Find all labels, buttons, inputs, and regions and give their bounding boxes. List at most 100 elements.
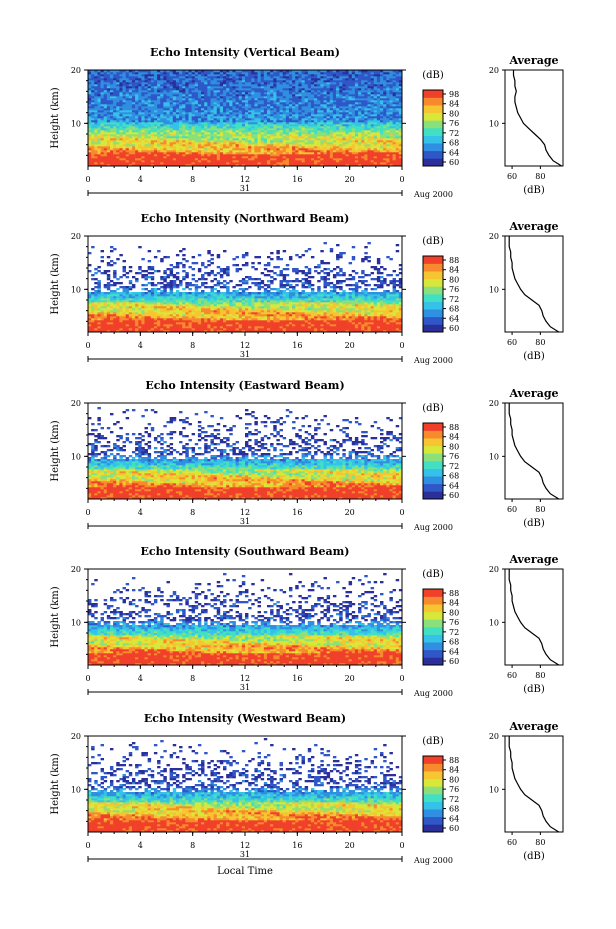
heatmap-cell (135, 102, 139, 105)
heatmap-cell (398, 76, 403, 79)
heatmap-cell (332, 120, 337, 123)
heatmap-cell (141, 130, 145, 133)
heatmap-cell (245, 112, 249, 115)
heatmap-cell (160, 134, 164, 137)
heatmap-cell (389, 80, 393, 83)
heatmap-cell (251, 128, 255, 131)
heatmap-cell (229, 138, 233, 141)
heatmap-cell (266, 108, 271, 111)
heatmap-cell (226, 100, 230, 103)
heatmap-cell (144, 138, 148, 141)
heatmap-cell (336, 132, 340, 135)
heatmap-cell (339, 152, 343, 155)
heatmap-cell (179, 70, 183, 73)
heatmap-cell (263, 132, 268, 135)
heatmap-cell (398, 72, 403, 75)
heatmap-cell (223, 128, 227, 131)
heatmap-cell (354, 162, 359, 165)
heatmap-cell (141, 86, 145, 89)
heatmap-cell (389, 96, 393, 99)
heatmap-cell (223, 110, 227, 113)
heatmap-cell (307, 84, 312, 87)
heatmap-cell (358, 126, 362, 129)
heatmap-cell (279, 128, 283, 131)
heatmap-cell (307, 164, 312, 167)
heatmap-cell (304, 102, 309, 105)
heatmap-cell (395, 108, 400, 111)
heatmap-cell (285, 88, 290, 91)
heatmap-cell (383, 94, 387, 97)
heatmap-cell (135, 74, 139, 77)
heatmap-cell (351, 142, 356, 145)
heatmap-cell (172, 76, 177, 79)
heatmap-cell (301, 118, 305, 121)
heatmap-cell (100, 76, 104, 79)
heatmap-cell (339, 156, 343, 159)
heatmap-cell (345, 158, 349, 161)
heatmap-cell (191, 150, 196, 153)
heatmap-cell (238, 158, 243, 161)
heatmap-cell (298, 122, 302, 125)
heatmap-cell (288, 104, 293, 107)
heatmap-cell (166, 162, 170, 165)
heatmap-cell (131, 144, 136, 147)
heatmap-cell (260, 106, 265, 109)
heatmap-cell (100, 70, 104, 73)
heatmap-cell (97, 164, 101, 167)
heatmap-cell (383, 112, 387, 115)
heatmap-cell (169, 152, 174, 155)
heatmap-cell (135, 90, 139, 93)
heatmap-cell (197, 160, 202, 163)
heatmap-cell (263, 126, 268, 129)
heatmap-cell (392, 74, 397, 77)
heatmap-cell (201, 80, 205, 83)
heatmap-cell (370, 128, 375, 131)
heatmap-cell (138, 152, 142, 155)
heatmap-cell (370, 92, 375, 95)
heatmap-cell (232, 132, 236, 135)
heatmap-cell (135, 88, 139, 91)
heatmap-cell (317, 122, 321, 125)
heatmap-cell (307, 122, 312, 125)
heatmap-cell (310, 76, 315, 79)
heatmap-cell (317, 128, 321, 131)
heatmap-cell (392, 72, 397, 75)
heatmap-cell (392, 156, 397, 159)
heatmap-cell (342, 150, 346, 153)
heatmap-cell (248, 156, 252, 159)
heatmap-cell (125, 138, 130, 141)
heatmap-cell (210, 94, 214, 97)
heatmap-cell (389, 156, 393, 159)
heatmap-cell (160, 106, 164, 109)
heatmap-cell (109, 128, 114, 131)
heatmap-cell (219, 154, 224, 157)
heatmap-cell (169, 90, 174, 93)
heatmap-cell (332, 156, 337, 159)
heatmap-cell (276, 144, 280, 147)
heatmap-cell (260, 142, 265, 145)
heatmap-cell (292, 124, 296, 127)
colorbar-tick-label: 60 (449, 158, 459, 167)
heatmap-cell (361, 126, 365, 129)
heatmap-cell (279, 74, 283, 77)
heatmap-cell (389, 140, 393, 143)
heatmap-cell (348, 132, 353, 135)
heatmap-cell (364, 142, 368, 145)
heatmap-cell (204, 160, 208, 163)
heatmap-cell (257, 84, 261, 87)
colorbar-segment (423, 105, 443, 114)
heatmap-cell (273, 136, 277, 139)
heatmap-cell (392, 128, 397, 131)
heatmap-cell (370, 140, 375, 143)
heatmap-cell (254, 134, 258, 137)
heatmap-cell (339, 124, 343, 127)
heatmap-cell (380, 124, 384, 127)
heatmap-cell (342, 92, 346, 95)
heatmap-cell (166, 126, 170, 129)
heatmap-cell (157, 102, 161, 105)
heatmap-cell (150, 114, 155, 117)
heatmap-cell (116, 132, 120, 135)
heatmap-cell (238, 154, 243, 157)
heatmap-cell (389, 134, 393, 137)
heatmap-cell (317, 90, 321, 93)
